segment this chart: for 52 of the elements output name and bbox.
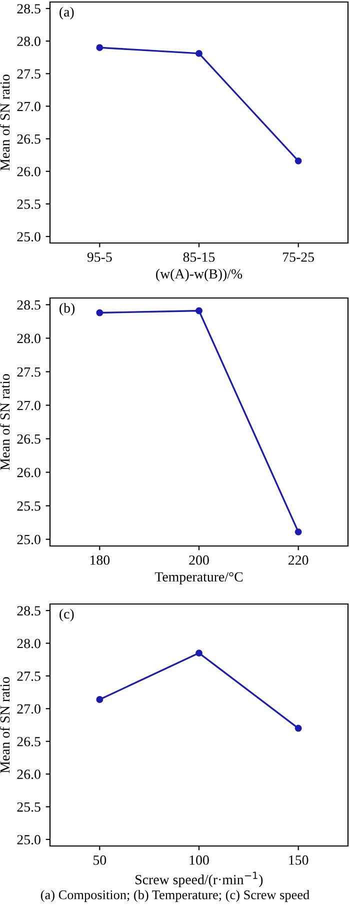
point (96, 44, 104, 52)
y-tick-label: 28.0 (17, 334, 40, 344)
y-tick-label: 27.5 (17, 672, 40, 681)
y-tick-label: 28.0 (17, 36, 40, 46)
x-axis-title: Temperature/°C (154, 572, 243, 584)
point (294, 157, 302, 164)
y-tick-label: 25.5 (17, 200, 40, 209)
y-tick-label: 27.5 (17, 69, 40, 79)
y-tick-label: 26.5 (17, 134, 40, 144)
chart-title: (b) (60, 302, 75, 316)
x-tick-label: 180 (90, 555, 110, 565)
y-tick-label: 26.0 (17, 166, 40, 176)
x-axis-title: Screw speed/(r·min$^{−1}$) (136, 872, 263, 888)
y-tick-label: 25.5 (17, 501, 40, 511)
y-axis-title: Mean of SN ratio (0, 374, 10, 470)
y-tick-label: 28.5 (17, 606, 40, 616)
y-tick-label: 26.0 (17, 770, 40, 780)
x-tick-label: 85-15 (183, 252, 215, 262)
y-tick-label: 26.0 (17, 468, 40, 478)
x-tick-label: 75-25 (283, 252, 314, 262)
y-axis-title: Mean of SN ratio (0, 74, 10, 171)
y-tick-label: 25.0 (17, 232, 40, 242)
y-tick-label: 26.5 (17, 434, 40, 444)
x-tick-label: 200 (189, 555, 209, 565)
y-tick-label: 27.0 (17, 102, 40, 112)
y-tick-label: 25.0 (17, 534, 40, 544)
y-tick-label: 25.5 (17, 802, 40, 812)
y-tick-label: 27.5 (17, 367, 40, 377)
y-tick-label: 26.5 (17, 736, 40, 746)
y-tick-label: 28.5 (17, 300, 40, 310)
x-axis-title: (w(A)-w(B))/% (156, 268, 242, 282)
point (196, 650, 202, 657)
text: (a) Composition; (b) Temperature; (c) Screw speed (40, 890, 310, 902)
y-tick-label: 27.0 (17, 704, 40, 714)
y-tick-label: 25.0 (17, 835, 40, 844)
point (294, 528, 302, 536)
x-tick-label: 95-5 (87, 252, 112, 262)
point (294, 724, 302, 732)
x-tick-label: 100 (190, 855, 209, 865)
y-axis-title: Mean of SN ratio (0, 677, 10, 774)
x-tick-label: 50 (94, 855, 106, 865)
y-tick-label: 28.5 (17, 4, 40, 14)
point (196, 307, 202, 314)
x-tick-label: 220 (288, 555, 308, 565)
point (96, 696, 104, 703)
point (96, 309, 104, 316)
chart-title: (a) (60, 6, 74, 20)
chart-title: (c) (60, 608, 74, 622)
y-tick-label: 28.0 (17, 638, 40, 648)
x-tick-label: 150 (289, 855, 308, 865)
y-tick-label: 27.0 (17, 400, 40, 410)
point (196, 50, 202, 57)
